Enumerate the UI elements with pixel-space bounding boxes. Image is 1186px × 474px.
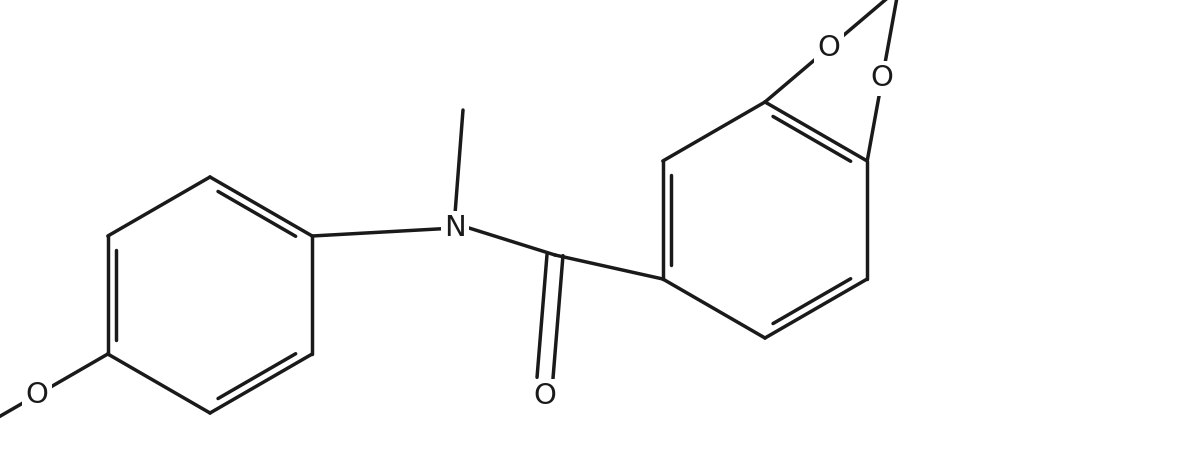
Text: N: N xyxy=(444,214,466,242)
Text: O: O xyxy=(25,381,49,409)
Text: O: O xyxy=(817,34,841,62)
Text: O: O xyxy=(534,382,556,410)
Text: O: O xyxy=(871,64,894,92)
